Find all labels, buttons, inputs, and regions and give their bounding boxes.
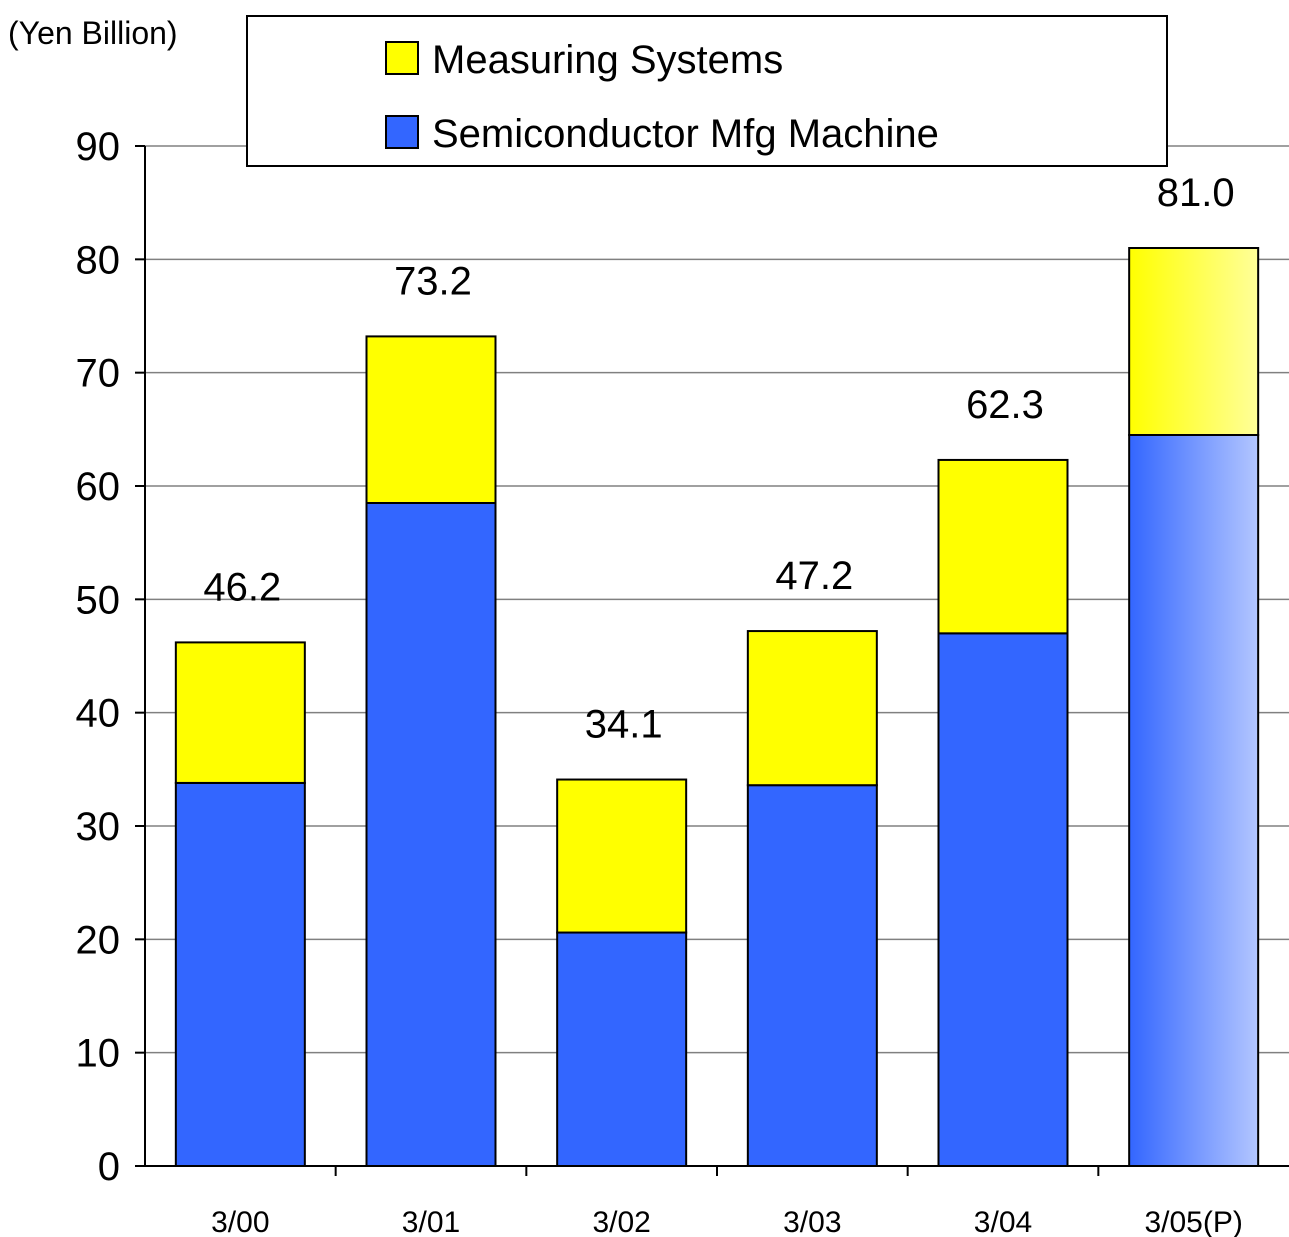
total-label: 73.2 — [394, 259, 472, 303]
bar-measuring-systems-4 — [937, 458, 1069, 635]
bar-measuring-systems-3 — [746, 630, 878, 787]
y-tick-label: 70 — [76, 352, 121, 396]
x-category-label: 3/04 — [974, 1206, 1032, 1237]
total-label: 34.1 — [585, 703, 663, 747]
bar-measuring-systems-0 — [174, 641, 306, 784]
total-label: 81.0 — [1157, 171, 1235, 215]
y-unit-label: (Yen Billion) — [8, 15, 178, 51]
bar-measuring-systems-5 — [1128, 247, 1260, 436]
gridlines — [145, 145, 1289, 1054]
y-tick-label: 50 — [76, 578, 121, 622]
legend-swatch-semiconductor-mfg-machine — [385, 115, 419, 149]
total-label: 62.3 — [966, 383, 1044, 427]
bar-semiconductor-mfg-machine-4 — [937, 632, 1069, 1167]
bar-measuring-systems-1 — [365, 335, 497, 504]
total-label: 46.2 — [203, 565, 281, 609]
legend-label-measuring-systems: Measuring Systems — [432, 38, 783, 82]
y-tick-label: 90 — [76, 125, 121, 169]
x-category-label: 3/02 — [592, 1206, 650, 1237]
bar-semiconductor-mfg-machine-2 — [556, 931, 688, 1167]
x-category-label: 3/03 — [783, 1206, 841, 1237]
bar-semiconductor-mfg-machine-0 — [174, 781, 306, 1168]
legend-label-semiconductor-mfg-machine: Semiconductor Mfg Machine — [432, 112, 939, 156]
x-category-label: 3/05(P) — [1144, 1206, 1242, 1237]
legend: Measuring Systems Semiconductor Mfg Mach… — [246, 15, 1168, 167]
labels: 0 10 20 30 40 50 60 70 80 90 46.2 3/00 73.2 3/01 34.1 3… — [76, 125, 1243, 1237]
bar-semiconductor-mfg-machine-5 — [1128, 434, 1260, 1167]
x-category-label: 3/00 — [211, 1206, 269, 1237]
axes — [135, 145, 1289, 1176]
legend-swatch-measuring-systems — [385, 41, 419, 75]
bar-measuring-systems-2 — [556, 778, 688, 934]
x-category-label: 3/01 — [402, 1206, 460, 1237]
bar-semiconductor-mfg-machine-3 — [746, 784, 878, 1167]
bar-semiconductor-mfg-machine-1 — [365, 502, 497, 1167]
total-label: 47.2 — [775, 554, 853, 598]
y-tick-label: 60 — [76, 465, 121, 509]
y-tick-label: 30 — [76, 805, 121, 849]
y-tick-label: 10 — [76, 1032, 121, 1076]
y-tick-label: 40 — [76, 692, 121, 736]
y-tick-label: 80 — [76, 238, 121, 282]
y-tick-label: 20 — [76, 918, 121, 962]
bars — [174, 247, 1260, 1168]
y-tick-label: 0 — [98, 1145, 120, 1189]
